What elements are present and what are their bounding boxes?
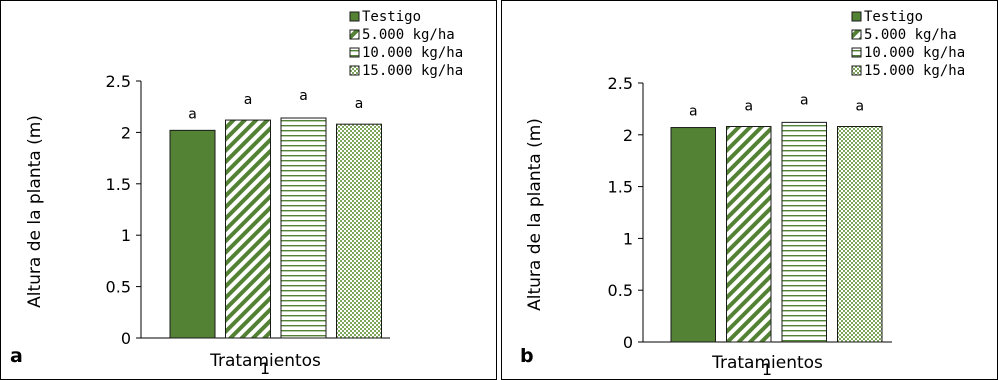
bar-label-4: a <box>355 96 364 112</box>
x-category-label: 1 <box>260 359 270 378</box>
y-tick-label: 0.5 <box>608 281 633 300</box>
bar-3 <box>781 121 827 343</box>
legend-swatch-2 <box>851 29 862 40</box>
y-tick-label: 0 <box>121 329 131 348</box>
x-category-label: 1 <box>762 360 772 379</box>
bar-1 <box>169 129 216 339</box>
bar-2 <box>225 119 271 339</box>
legend-label-3: 10.000 kg/ha <box>864 45 965 61</box>
y-tick-label: 2.5 <box>608 74 633 93</box>
y-tick-label: 1 <box>623 229 633 248</box>
legend-label-1: Testigo <box>362 9 421 25</box>
legend-swatch-2 <box>349 29 360 40</box>
legend-label-3: 10.000 kg/ha <box>362 45 463 61</box>
panel-letter: b <box>520 345 534 367</box>
bar-label-1: a <box>188 106 197 122</box>
y-axis-title: Altura de la planta (m) <box>525 118 545 311</box>
legend-label-2: 5.000 kg/ha <box>864 27 957 43</box>
chart-panel-b: 0 0.5 1 1.5 2 2.5 Altura de la planta (m) a a a a T… <box>501 0 998 380</box>
y-tick-label: 0 <box>623 333 633 352</box>
bar-1 <box>670 127 716 343</box>
legend-label-2: 5.000 kg/ha <box>362 27 455 43</box>
bar-label-2: a <box>744 99 753 115</box>
y-tick-label: 2.5 <box>106 72 131 91</box>
legend-swatch-3 <box>851 47 862 58</box>
bar-label-3: a <box>800 92 809 108</box>
y-tick-label: 2 <box>623 126 633 145</box>
y-tick-label: 2 <box>121 123 131 142</box>
y-axis-title: Altura de la planta (m) <box>25 115 45 308</box>
legend-label-4: 15.000 kg/ha <box>362 63 463 79</box>
bar-label-1: a <box>689 104 698 120</box>
legend-swatch-3 <box>349 47 360 58</box>
y-tick-label: 1.5 <box>106 175 131 194</box>
legend-swatch-4 <box>349 65 360 76</box>
legend-swatch-1 <box>349 11 360 22</box>
legend-label-4: 15.000 kg/ha <box>864 63 965 79</box>
legend-swatch-1 <box>851 11 862 22</box>
legend-swatch-4 <box>851 65 862 76</box>
bar-3 <box>280 117 327 339</box>
x-axis-title: Tratamientos <box>711 353 823 373</box>
legend-label-1: Testigo <box>864 9 923 25</box>
bar-label-4: a <box>855 99 864 115</box>
x-axis-title: Tratamientos <box>209 351 321 371</box>
bar-label-3: a <box>299 88 308 104</box>
y-tick-label: 0.5 <box>106 278 131 297</box>
chart-panel-a: 0 0.5 1 1.5 2 2.5 Altura de la planta (m) a a a a T… <box>0 0 497 380</box>
y-tick-label: 1.5 <box>608 178 633 197</box>
bar-2 <box>726 126 772 343</box>
y-tick-label: 1 <box>121 226 131 245</box>
panel-letter: a <box>10 345 23 367</box>
bar-label-2: a <box>244 92 253 108</box>
bar-4 <box>336 123 382 339</box>
bar-4 <box>837 126 883 343</box>
